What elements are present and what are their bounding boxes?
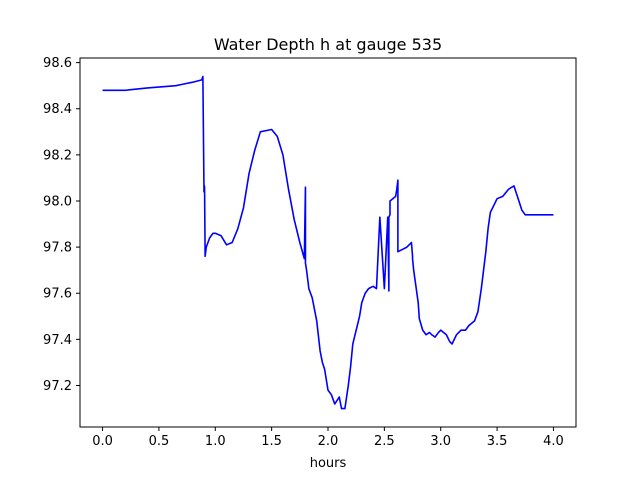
x-tick-label: 3.0 [430,434,451,449]
y-tick-label: 97.6 [43,287,72,302]
y-tick-label: 97.2 [43,379,72,394]
y-tick-label: 97.4 [43,333,72,348]
y-tick-label: 98.4 [43,102,72,117]
plot-area: 0.0 0.5 1.0 1.5 2.0 2.5 3.0 3.5 4.0 97.2 97.4 97.6 9… [43,56,577,449]
x-tick-label: 2.5 [374,434,395,449]
y-tick-label: 98.2 [43,148,72,163]
x-tick-label: 0.5 [149,434,170,449]
y-tick-label: 98.0 [43,194,72,209]
y-tick-label: 97.8 [43,241,72,256]
x-tick-label: 0.0 [92,434,113,449]
x-tick-label: 4.0 [543,434,564,449]
x-tick-label: 1.0 [205,434,226,449]
x-axis-label: hours [310,456,347,471]
x-tick-label: 2.0 [318,434,339,449]
series-line-0 [102,75,554,410]
chart-title: Water Depth h at gauge 535 [214,35,442,54]
y-tick-label: 98.6 [43,56,72,71]
x-tick-label: 1.5 [261,434,282,449]
x-tick-label: 3.5 [487,434,508,449]
